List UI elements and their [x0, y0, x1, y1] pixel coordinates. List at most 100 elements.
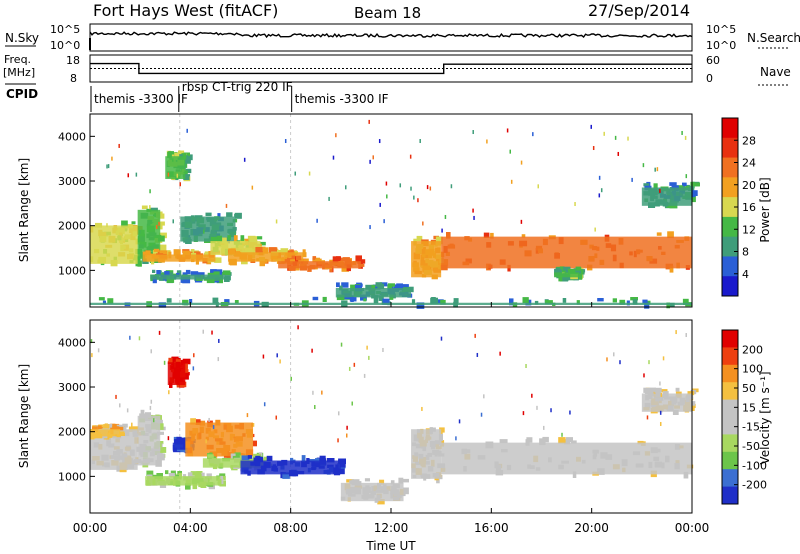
scatter-point: [542, 425, 545, 430]
data-cell: [691, 195, 696, 203]
data-cell: [233, 235, 238, 242]
data-cell: [107, 298, 114, 304]
scatter-point: [598, 175, 601, 180]
velocity-colorbar-label: Velocity [m s⁻¹]: [758, 371, 772, 464]
nsky-tick-high: 10^5: [50, 23, 80, 36]
scatter-point: [345, 433, 348, 438]
data-cell: [408, 286, 414, 293]
data-cell: [411, 299, 416, 305]
scatter-point: [399, 183, 402, 188]
ytick-label: 2000: [58, 220, 86, 233]
data-cell: [652, 390, 657, 395]
xtick-label: 00:00: [73, 521, 108, 535]
data-cell: [97, 425, 102, 432]
scatter-point: [212, 425, 215, 430]
scatter-point: [659, 381, 661, 386]
beam-title: Beam 18: [354, 4, 421, 22]
data-cell: [190, 418, 196, 425]
scatter-point: [218, 338, 220, 343]
data-region: [145, 476, 221, 486]
data-region: [441, 442, 692, 475]
data-cell: [128, 426, 135, 432]
freq-label: Freq.: [4, 53, 31, 66]
scatter-point: [378, 139, 381, 144]
data-cell: [234, 300, 239, 304]
data-cell: [216, 277, 223, 284]
data-cell: [227, 235, 231, 241]
data-cell: [223, 276, 230, 282]
scatter-point: [660, 392, 663, 397]
scatter-point: [642, 163, 645, 168]
data-region: [278, 261, 361, 269]
scatter-point: [246, 413, 249, 418]
data-cell: [612, 298, 617, 303]
data-cell: [182, 372, 189, 380]
data-cell: [371, 284, 376, 291]
scatter-point: [662, 356, 665, 361]
data-cell: [182, 276, 191, 284]
data-cell: [173, 249, 181, 256]
scatter-point: [422, 221, 424, 226]
data-cell: [666, 302, 670, 309]
scatter-point: [654, 167, 656, 172]
scatter-point: [205, 439, 207, 444]
data-cell: [572, 471, 577, 478]
data-cell: [176, 436, 182, 442]
scatter-point: [409, 154, 412, 159]
scatter-point: [675, 330, 677, 335]
scatter-point: [590, 124, 592, 129]
scatter-point: [328, 196, 330, 201]
data-cell: [439, 427, 445, 433]
scatter-point: [561, 432, 563, 437]
nsky-tick-low: 10^0: [50, 39, 80, 52]
data-cell: [360, 294, 367, 301]
data-cell: [157, 431, 164, 435]
scatter-point: [537, 184, 539, 189]
data-cell: [336, 256, 341, 261]
scatter-point: [90, 339, 93, 344]
data-cell: [322, 296, 327, 302]
data-cell: [398, 477, 404, 484]
data-cell: [167, 151, 172, 159]
data-cell: [558, 437, 566, 444]
data-cell: [259, 456, 264, 463]
data-cell: [207, 454, 214, 458]
scatter-point: [168, 390, 170, 395]
scatter-point: [643, 373, 645, 378]
scatter-point: [444, 214, 447, 219]
nsky-trace: [89, 31, 693, 50]
data-cell: [252, 440, 257, 447]
scatter-point: [681, 130, 683, 135]
scatter-point: [149, 189, 151, 194]
data-cell: [416, 235, 423, 242]
freq-tick-high: 18: [66, 54, 80, 67]
scatter-point: [569, 410, 571, 415]
station-title: Fort Hays West (fitACF): [93, 1, 278, 20]
data-cell: [555, 267, 561, 274]
data-cell: [575, 267, 582, 271]
scatter-point: [217, 357, 220, 362]
scatter-point: [619, 360, 621, 365]
colorbar-tick-label: 200: [742, 343, 763, 356]
data-cell: [213, 271, 220, 278]
data-region: [165, 156, 186, 180]
scatter-point: [606, 357, 608, 362]
data-cell: [653, 183, 658, 190]
velocity-colorbar: 200 100 50 15 -15 -50 -100 -200: [721, 329, 767, 505]
data-cell: [667, 231, 674, 239]
data-cell: [222, 270, 231, 275]
data-region: [150, 274, 226, 280]
scatter-point: [167, 436, 170, 441]
scatter-point: [379, 202, 381, 207]
data-cell: [168, 357, 173, 364]
scatter-point: [659, 188, 661, 193]
colorbar-tick-label: -15: [742, 421, 760, 434]
scatter-point: [574, 202, 576, 207]
scatter-point: [351, 401, 353, 406]
data-cell: [185, 269, 191, 275]
colorbar-tick-label: 50: [742, 382, 756, 395]
data-cell: [373, 296, 379, 304]
colorbar-tick-label: 20: [742, 179, 756, 192]
scatter-point: [335, 133, 337, 138]
data-cell: [137, 260, 142, 267]
